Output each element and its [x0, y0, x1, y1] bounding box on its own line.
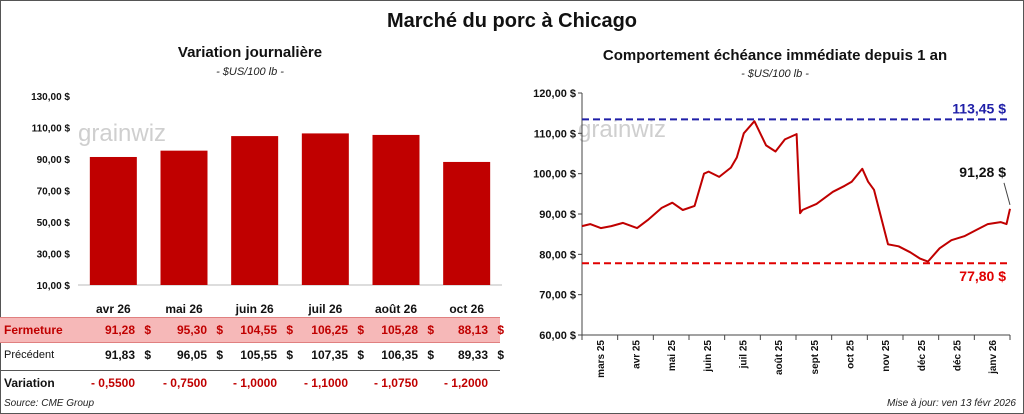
y-tick-label: 50,00 $	[37, 218, 71, 229]
variation-row: Variation - 0,5500 - 0,7500 - 1,0000 - 1,10…	[0, 370, 500, 395]
x-tick-label: juil 25	[739, 340, 750, 370]
previous-row-label: Précédent	[4, 349, 55, 361]
y-tick-label: 120,00 $	[533, 88, 576, 100]
close-value: 88,13	[457, 323, 488, 337]
left-chart-subtitle: - $US/100 lb -	[216, 66, 284, 78]
x-tick-label: juin 26	[235, 302, 274, 316]
variation-row-label: Variation	[4, 376, 55, 390]
x-tick-label: avr 26	[96, 302, 131, 316]
close-row-label: Fermeture	[4, 323, 63, 337]
bar	[160, 150, 208, 285]
bar	[301, 133, 349, 285]
close-value: 104,55	[240, 323, 277, 337]
y-tick-label: 90,00 $	[37, 155, 71, 166]
currency-symbol: $	[497, 323, 504, 337]
low-reference-label: 77,80 $	[959, 268, 1006, 284]
y-tick-label: 30,00 $	[37, 250, 71, 261]
y-tick-label: 70,00 $	[539, 290, 576, 302]
x-tick-label: oct 26	[449, 302, 484, 316]
bar	[231, 136, 279, 285]
update-note: Mise à jour: ven 13 févr 2026	[887, 398, 1016, 409]
previous-value: 105,55	[240, 348, 277, 362]
x-tick-label: mai 26	[165, 302, 203, 316]
currency-symbol: $	[286, 323, 293, 337]
main-title: Marché du porc à Chicago	[386, 10, 638, 32]
price-series-line	[581, 120, 1011, 263]
x-tick-label: sept 25	[810, 340, 821, 375]
right-chart-title: Comportement échéance immédiate depuis 1…	[602, 47, 948, 64]
x-tick-label: août 25	[774, 340, 785, 375]
variation-value: - 0,5500	[90, 376, 135, 390]
close-value: 91,28	[104, 323, 135, 337]
y-tick-label: 80,00 $	[539, 249, 576, 261]
variation-value: - 1,0000	[232, 376, 277, 390]
currency-symbol: $	[286, 348, 293, 362]
x-tick-label: avr 25	[632, 340, 643, 369]
variation-value: - 1,1000	[303, 376, 348, 390]
currency-symbol: $	[357, 323, 364, 337]
y-tick-label: 10,00 $	[37, 281, 71, 292]
currency-symbol: $	[144, 323, 151, 337]
watermark-right: grainwiz	[578, 116, 666, 143]
x-tick-label: oct 25	[846, 340, 857, 369]
x-tick-label: janv 26	[988, 340, 999, 375]
high-reference-label: 113,45 $	[952, 100, 1006, 116]
x-tick-label: août 26	[375, 302, 417, 316]
x-tick-label: juin 25	[703, 340, 714, 373]
close-value: 105,28	[381, 323, 418, 337]
bar	[443, 161, 491, 285]
previous-value: 89,33	[457, 348, 488, 362]
y-tick-label: 90,00 $	[539, 209, 576, 221]
x-tick-label: mars 25	[596, 340, 607, 378]
right-chart-subtitle: - $US/100 lb -	[741, 68, 809, 80]
left-chart-title: Variation journalière	[177, 44, 323, 61]
line-chart: grainwiz 60,00 $ 70,00 $ 80,00 $ 90,00 $ 100…	[533, 88, 1011, 378]
x-tick-label: déc 25	[917, 340, 928, 372]
y-tick-label: 110,00 $	[32, 124, 71, 135]
source-note: Source: CME Group	[4, 398, 95, 409]
bar	[372, 134, 420, 285]
bar	[89, 156, 137, 285]
y-tick-label: 110,00 $	[534, 128, 576, 140]
variation-value: - 0,7500	[162, 376, 207, 390]
x-tick-label: nov 25	[881, 340, 892, 372]
close-value: 95,30	[176, 323, 207, 337]
currency-symbol: $	[497, 348, 504, 362]
currency-symbol: $	[144, 348, 151, 362]
currency-symbol: $	[216, 323, 223, 337]
currency-symbol: $	[216, 348, 223, 362]
close-row: Fermeture 91,28 $95,30 $104,55 $106,25 $105,…	[0, 317, 504, 343]
watermark-left: grainwiz	[78, 120, 166, 147]
x-tick-label: juil 26	[307, 302, 342, 316]
variation-value: - 1,0750	[373, 376, 418, 390]
currency-symbol: $	[427, 323, 434, 337]
y-tick-label: 130,00 $	[31, 92, 70, 103]
x-tick-label: déc 25	[953, 340, 964, 372]
last-value-leader	[1003, 182, 1011, 205]
x-tick-label: mai 25	[667, 340, 678, 372]
y-tick-label: 60,00 $	[539, 330, 576, 342]
previous-value: 91,83	[104, 348, 135, 362]
previous-row: Précédent 91,83 $96,05 $105,55 $107,35 $106,…	[0, 343, 504, 367]
previous-value: 96,05	[176, 348, 207, 362]
bar-chart: grainwiz 10,00 $ 30,00 $ 50,00 $ 70,00 $ 90,…	[31, 92, 502, 316]
y-tick-label: 70,00 $	[37, 187, 71, 198]
last-value-label: 91,28 $	[959, 164, 1006, 180]
previous-value: 107,35	[311, 348, 348, 362]
variation-value: - 1,2000	[443, 376, 488, 390]
currency-symbol: $	[427, 348, 434, 362]
y-tick-label: 100,00 $	[533, 169, 576, 181]
currency-symbol: $	[357, 348, 364, 362]
close-value: 106,25	[311, 323, 348, 337]
previous-value: 106,35	[381, 348, 418, 362]
